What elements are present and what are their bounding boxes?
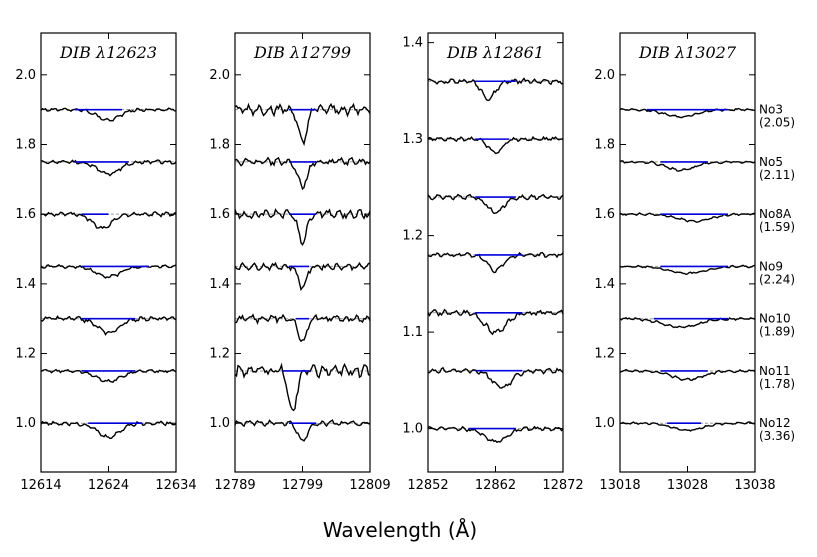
y-tick-label: 1.4 <box>209 277 230 292</box>
y-tick-label: 1.1 <box>402 325 423 340</box>
panel-title: DIB λ13027 <box>638 43 737 62</box>
y-tick-label: 1.6 <box>594 207 615 222</box>
y-tick-label: 1.3 <box>402 132 423 147</box>
y-tick-label: 1.4 <box>402 36 423 51</box>
spectrum-line <box>427 308 564 336</box>
y-tick-label: 2.0 <box>209 68 230 83</box>
star-name: No8A <box>759 207 792 221</box>
star-name: No3 <box>759 103 783 117</box>
star-label-no12: No12(3.36) <box>759 416 795 443</box>
star-labels: No3(2.05) No5(2.11) No8A(1.59) No9(2.24) No1… <box>759 103 795 444</box>
star-label-no8a: No8A(1.59) <box>759 207 795 234</box>
plot-frame <box>234 32 371 473</box>
x-tick-label: 12624 <box>88 478 129 493</box>
y-tick-label: 1.2 <box>15 347 36 362</box>
panel-title: DIB λ12861 <box>446 43 544 62</box>
spectrum-line <box>40 211 177 230</box>
y-tick-label: 1.8 <box>594 137 615 152</box>
star-label-no11: No11(1.78) <box>759 364 795 391</box>
y-tick-label: 1.4 <box>594 277 615 292</box>
x-tick-label: 12862 <box>475 478 516 493</box>
spectrum-line <box>234 313 371 343</box>
star-label-no10: No10(1.89) <box>759 312 795 339</box>
spectrum-line <box>427 77 564 102</box>
star-name: No12 <box>759 416 791 430</box>
star-label-no9: No9(2.24) <box>759 259 795 286</box>
spectrum-line <box>40 264 177 279</box>
y-tick-label: 1.0 <box>209 416 230 431</box>
spectrum-line <box>427 193 564 215</box>
star-value: (2.11) <box>759 168 795 182</box>
y-tick-label: 1.8 <box>15 137 36 152</box>
spectrum-line <box>619 160 756 172</box>
star-value: (3.36) <box>759 429 795 443</box>
panel-2: 1.0 1.2 1.4 1.6 1.8 2.0 12789 12799 12809 DIB λ12… <box>209 32 391 493</box>
star-name: No11 <box>759 364 791 378</box>
spectrum-line <box>40 159 177 177</box>
x-tick-label: 13028 <box>667 478 708 493</box>
x-axis-label: Wavelength (Å) <box>323 518 477 542</box>
spectrum-line <box>619 212 755 223</box>
spectrum-line <box>234 208 371 246</box>
spectrum-line <box>619 107 756 119</box>
x-tick-label: 13018 <box>599 478 640 493</box>
y-tick-label: 1.2 <box>209 347 230 362</box>
star-label-no5: No5(2.11) <box>759 155 795 182</box>
x-tick-label: 12614 <box>20 478 61 493</box>
y-tick-label: 1.2 <box>402 229 423 244</box>
panels: 1.0 1.2 1.4 1.6 1.8 2.0 12614 12624 12634 DIB λ12… <box>15 32 776 493</box>
spectrum-line <box>234 261 370 292</box>
star-value: (1.89) <box>759 325 795 339</box>
x-tick-label: 12789 <box>214 478 255 493</box>
star-name: No10 <box>759 312 791 326</box>
y-tick-label: 1.6 <box>209 207 230 222</box>
y-tick-label: 1.2 <box>594 347 615 362</box>
spectrum-line <box>428 366 564 389</box>
star-value: (2.24) <box>759 272 795 286</box>
spectrum-line <box>619 368 756 382</box>
spectrum-line <box>234 419 371 442</box>
y-tick-label: 1.0 <box>402 422 423 437</box>
plot-frame <box>40 32 177 473</box>
star-value: (2.05) <box>759 116 795 130</box>
spectrum-line <box>40 368 177 383</box>
spectrum-line <box>40 420 177 440</box>
spectrum-line <box>427 251 564 274</box>
spectrum-line <box>619 317 756 329</box>
star-name: No9 <box>759 259 783 273</box>
spectrum-line <box>427 425 564 444</box>
spectrum-line <box>619 264 756 276</box>
y-tick-label: 1.8 <box>209 137 230 152</box>
panel-3: 1.0 1.1 1.2 1.3 1.4 12852 12862 12872 DIB λ12861 <box>402 32 584 493</box>
y-tick-label: 1.0 <box>15 416 36 431</box>
x-tick-label: 13038 <box>734 478 775 493</box>
panel-title: DIB λ12799 <box>253 43 351 62</box>
x-tick-label: 12872 <box>542 478 583 493</box>
spectrum-line <box>40 107 176 122</box>
x-tick-label: 12852 <box>407 478 448 493</box>
panel-title: DIB λ12623 <box>59 43 157 62</box>
x-tick-label: 12634 <box>155 478 196 493</box>
y-tick-label: 1.0 <box>594 416 615 431</box>
x-tick-label: 12809 <box>349 478 390 493</box>
panel-1: 1.0 1.2 1.4 1.6 1.8 2.0 12614 12624 12634 DIB λ12… <box>15 32 197 493</box>
spectrum-line <box>427 135 564 155</box>
star-value: (1.59) <box>759 220 795 234</box>
spectrum-line <box>234 156 371 191</box>
plot-frame <box>619 32 756 473</box>
panel-4: 1.0 1.2 1.4 1.6 1.8 2.0 13018 13028 13038 DIB λ13… <box>594 32 776 493</box>
spectrum-line <box>40 315 177 336</box>
y-tick-label: 1.4 <box>15 277 36 292</box>
y-tick-label: 2.0 <box>594 68 615 83</box>
y-tick-label: 1.6 <box>15 207 36 222</box>
star-value: (1.78) <box>759 377 795 391</box>
y-tick-label: 2.0 <box>15 68 36 83</box>
star-name: No5 <box>759 155 783 169</box>
x-tick-label: 12799 <box>282 478 323 493</box>
spectrum-line <box>234 102 371 147</box>
spectrum-line <box>619 421 756 432</box>
star-label-no3: No3(2.05) <box>759 103 795 130</box>
